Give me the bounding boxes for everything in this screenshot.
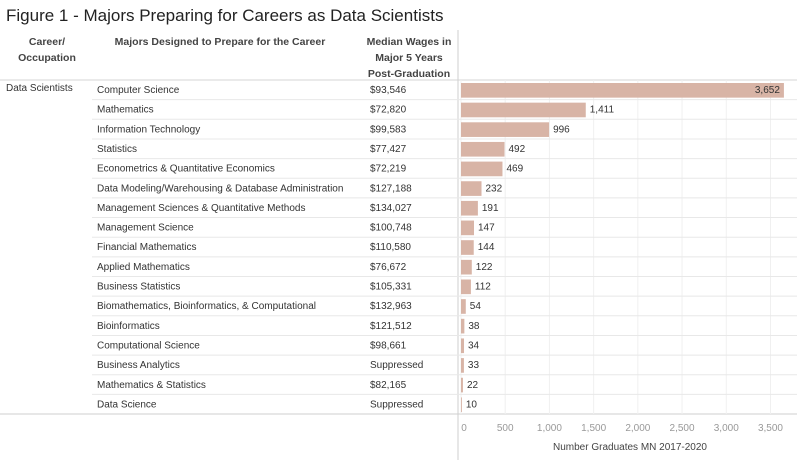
bar[interactable] [461,161,503,177]
major-name: Business Analytics [97,360,180,371]
bar-value-label: 191 [482,203,499,214]
major-name: Mathematics & Statistics [97,380,206,391]
major-name: Management Sciences & Quantitative Metho… [97,203,305,214]
median-wage: Suppressed [370,360,423,371]
bar[interactable] [461,338,465,354]
bar-value-label: 122 [476,262,493,273]
bar-value-label: 1,411 [590,105,615,116]
bar[interactable] [461,200,478,216]
bar-value-label: 144 [478,242,495,253]
x-tick-label: 0 [461,423,467,434]
header-majors: Majors Designed to Prepare for the Caree… [114,36,326,48]
bar-value-label: 54 [470,301,482,312]
median-wage: $127,188 [370,183,412,194]
major-name: Econometrics & Quantitative Economics [97,164,275,175]
bar[interactable] [461,141,505,157]
median-wage: Suppressed [370,399,423,410]
x-tick-label: 2,500 [670,423,695,434]
bar[interactable] [461,83,784,98]
bar-value-label: 10 [466,399,478,410]
major-name: Applied Mathematics [97,262,190,273]
bar[interactable] [461,102,586,118]
bar-value-label: 469 [506,164,523,175]
bar-value-label: 22 [467,380,479,391]
median-wage: $98,661 [370,340,407,351]
bar-value-label: 996 [553,124,570,135]
median-wage: $134,027 [370,203,412,214]
major-name: Mathematics [97,105,154,116]
bar-value-label: 112 [475,282,491,293]
bar-value-label: 34 [468,340,480,351]
header-career: Career/ Occupation [18,36,76,64]
major-name: Computational Science [97,340,200,351]
median-wage: $99,583 [370,124,407,135]
major-name: Financial Mathematics [97,242,196,253]
bar[interactable] [461,377,463,393]
major-name: Data Modeling/Warehousing & Database Adm… [97,183,343,194]
major-name: Statistics [97,144,137,155]
bar-value-label: 3,652 [755,85,780,96]
median-wage: $121,512 [370,321,412,332]
bar-value-label: 38 [468,321,480,332]
bar[interactable] [461,122,550,137]
x-tick-label: 3,000 [714,423,739,434]
bar[interactable] [461,181,482,196]
bar[interactable] [461,397,462,413]
bar[interactable] [461,318,465,334]
bar-value-label: 147 [478,223,495,234]
major-name: Data Science [97,399,157,410]
x-axis-label: Number Graduates MN 2017-2020 [553,442,707,453]
x-tick-label: 3,500 [758,423,783,434]
x-tick-label: 2,000 [625,423,650,434]
career-label: Data Scientists [6,83,73,94]
bar[interactable] [461,299,466,314]
x-tick-label: 1,000 [537,423,562,434]
median-wage: $93,546 [370,85,407,96]
median-wage: $105,331 [370,282,412,293]
major-name: Business Statistics [97,282,180,293]
chart-title: Figure 1 - Majors Preparing for Careers … [6,6,444,25]
bar-value-label: 492 [509,144,526,155]
median-wage: $72,820 [370,105,407,116]
bar-value-label: 33 [468,360,480,371]
median-wage: $110,580 [370,242,411,253]
median-wage: $100,748 [370,223,412,234]
bar[interactable] [461,358,464,373]
median-wage: $77,427 [370,144,407,155]
major-name: Management Science [97,223,194,234]
median-wage: $132,963 [370,301,412,312]
bar[interactable] [461,240,474,255]
major-name: Information Technology [97,124,200,135]
bar[interactable] [461,279,471,295]
bar[interactable] [461,259,472,275]
major-name: Biomathematics, Bioinformatics, & Comput… [97,301,316,312]
bar[interactable] [461,220,474,236]
median-wage: $76,672 [370,262,407,273]
major-name: Computer Science [97,85,180,96]
median-wage: $82,165 [370,380,407,391]
x-tick-label: 1,500 [581,423,606,434]
median-wage: $72,219 [370,164,407,175]
header-wages: Median Wages in Major 5 Years Post-Gradu… [366,36,452,80]
major-name: Bioinformatics [97,321,160,332]
x-tick-label: 500 [497,423,514,434]
bar-value-label: 232 [486,183,503,194]
